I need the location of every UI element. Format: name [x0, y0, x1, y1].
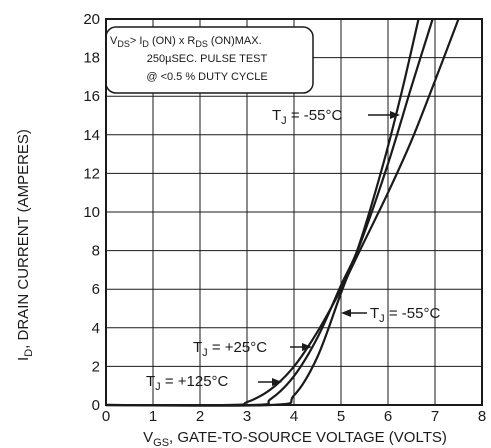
x-tick-label: 2: [196, 408, 204, 425]
svg-text:TJ = -55°C: TJ = -55°C: [272, 107, 342, 127]
test-conditions-box: VDS> ID (ON) x RDS (ON)MAX. 250µSEC. PUL…: [105, 26, 314, 94]
y-tick-label: 16: [83, 88, 100, 105]
grid: [105, 18, 483, 406]
svg-text:TJ = -55°C: TJ = -55°C: [370, 305, 440, 325]
x-tick-label: 5: [337, 408, 345, 425]
x-tick-label: 3: [243, 408, 251, 425]
y-tick-label: 8: [92, 243, 100, 260]
x-tick-label: 0: [102, 408, 110, 425]
test-note-line3: @ <0.5 % DUTY CYCLE: [146, 71, 267, 83]
y-tick-label: 10: [83, 204, 100, 221]
svg-text:TJ = +125°C: TJ = +125°C: [146, 373, 229, 393]
y-tick-label: 6: [92, 281, 100, 298]
x-tick-label: 4: [290, 408, 298, 425]
y-tick-label: 2: [92, 358, 100, 375]
x-tick-label: 1: [149, 408, 157, 425]
annotation-tj-minus55-upper: TJ = -55°C: [272, 107, 400, 127]
svg-text:TJ = +25°C: TJ = +25°C: [193, 339, 267, 359]
y-axis-label: ID, DRAIN CURRENT (AMPERES): [15, 129, 35, 361]
svg-text:VDS> ID (ON) x RDS (ON)MAX.: VDS> ID (ON) x RDS (ON)MAX.: [110, 35, 262, 49]
x-tick-label: 7: [431, 408, 439, 425]
annotation-tj-minus55-lower: TJ = -55°C: [341, 305, 440, 325]
y-tick-label: 0: [92, 397, 100, 414]
x-axis-label: VGS, GATE-TO-SOURCE VOLTAGE (VOLTS): [143, 429, 447, 448]
x-tick-label: 8: [478, 408, 486, 425]
y-tick-label: 12: [83, 165, 100, 182]
y-tick-label: 20: [83, 11, 100, 28]
annotation-tj-25: TJ = +25°C: [193, 339, 312, 359]
y-tick-label: 18: [83, 50, 100, 67]
x-tick-label: 6: [384, 408, 392, 425]
test-note-line2: 250µSEC. PULSE TEST: [147, 53, 268, 65]
annotation-tj-125: TJ = +125°C: [146, 373, 282, 393]
y-tick-label: 14: [83, 127, 100, 144]
plot-frame: [105, 18, 483, 406]
y-tick-label: 4: [92, 320, 100, 337]
